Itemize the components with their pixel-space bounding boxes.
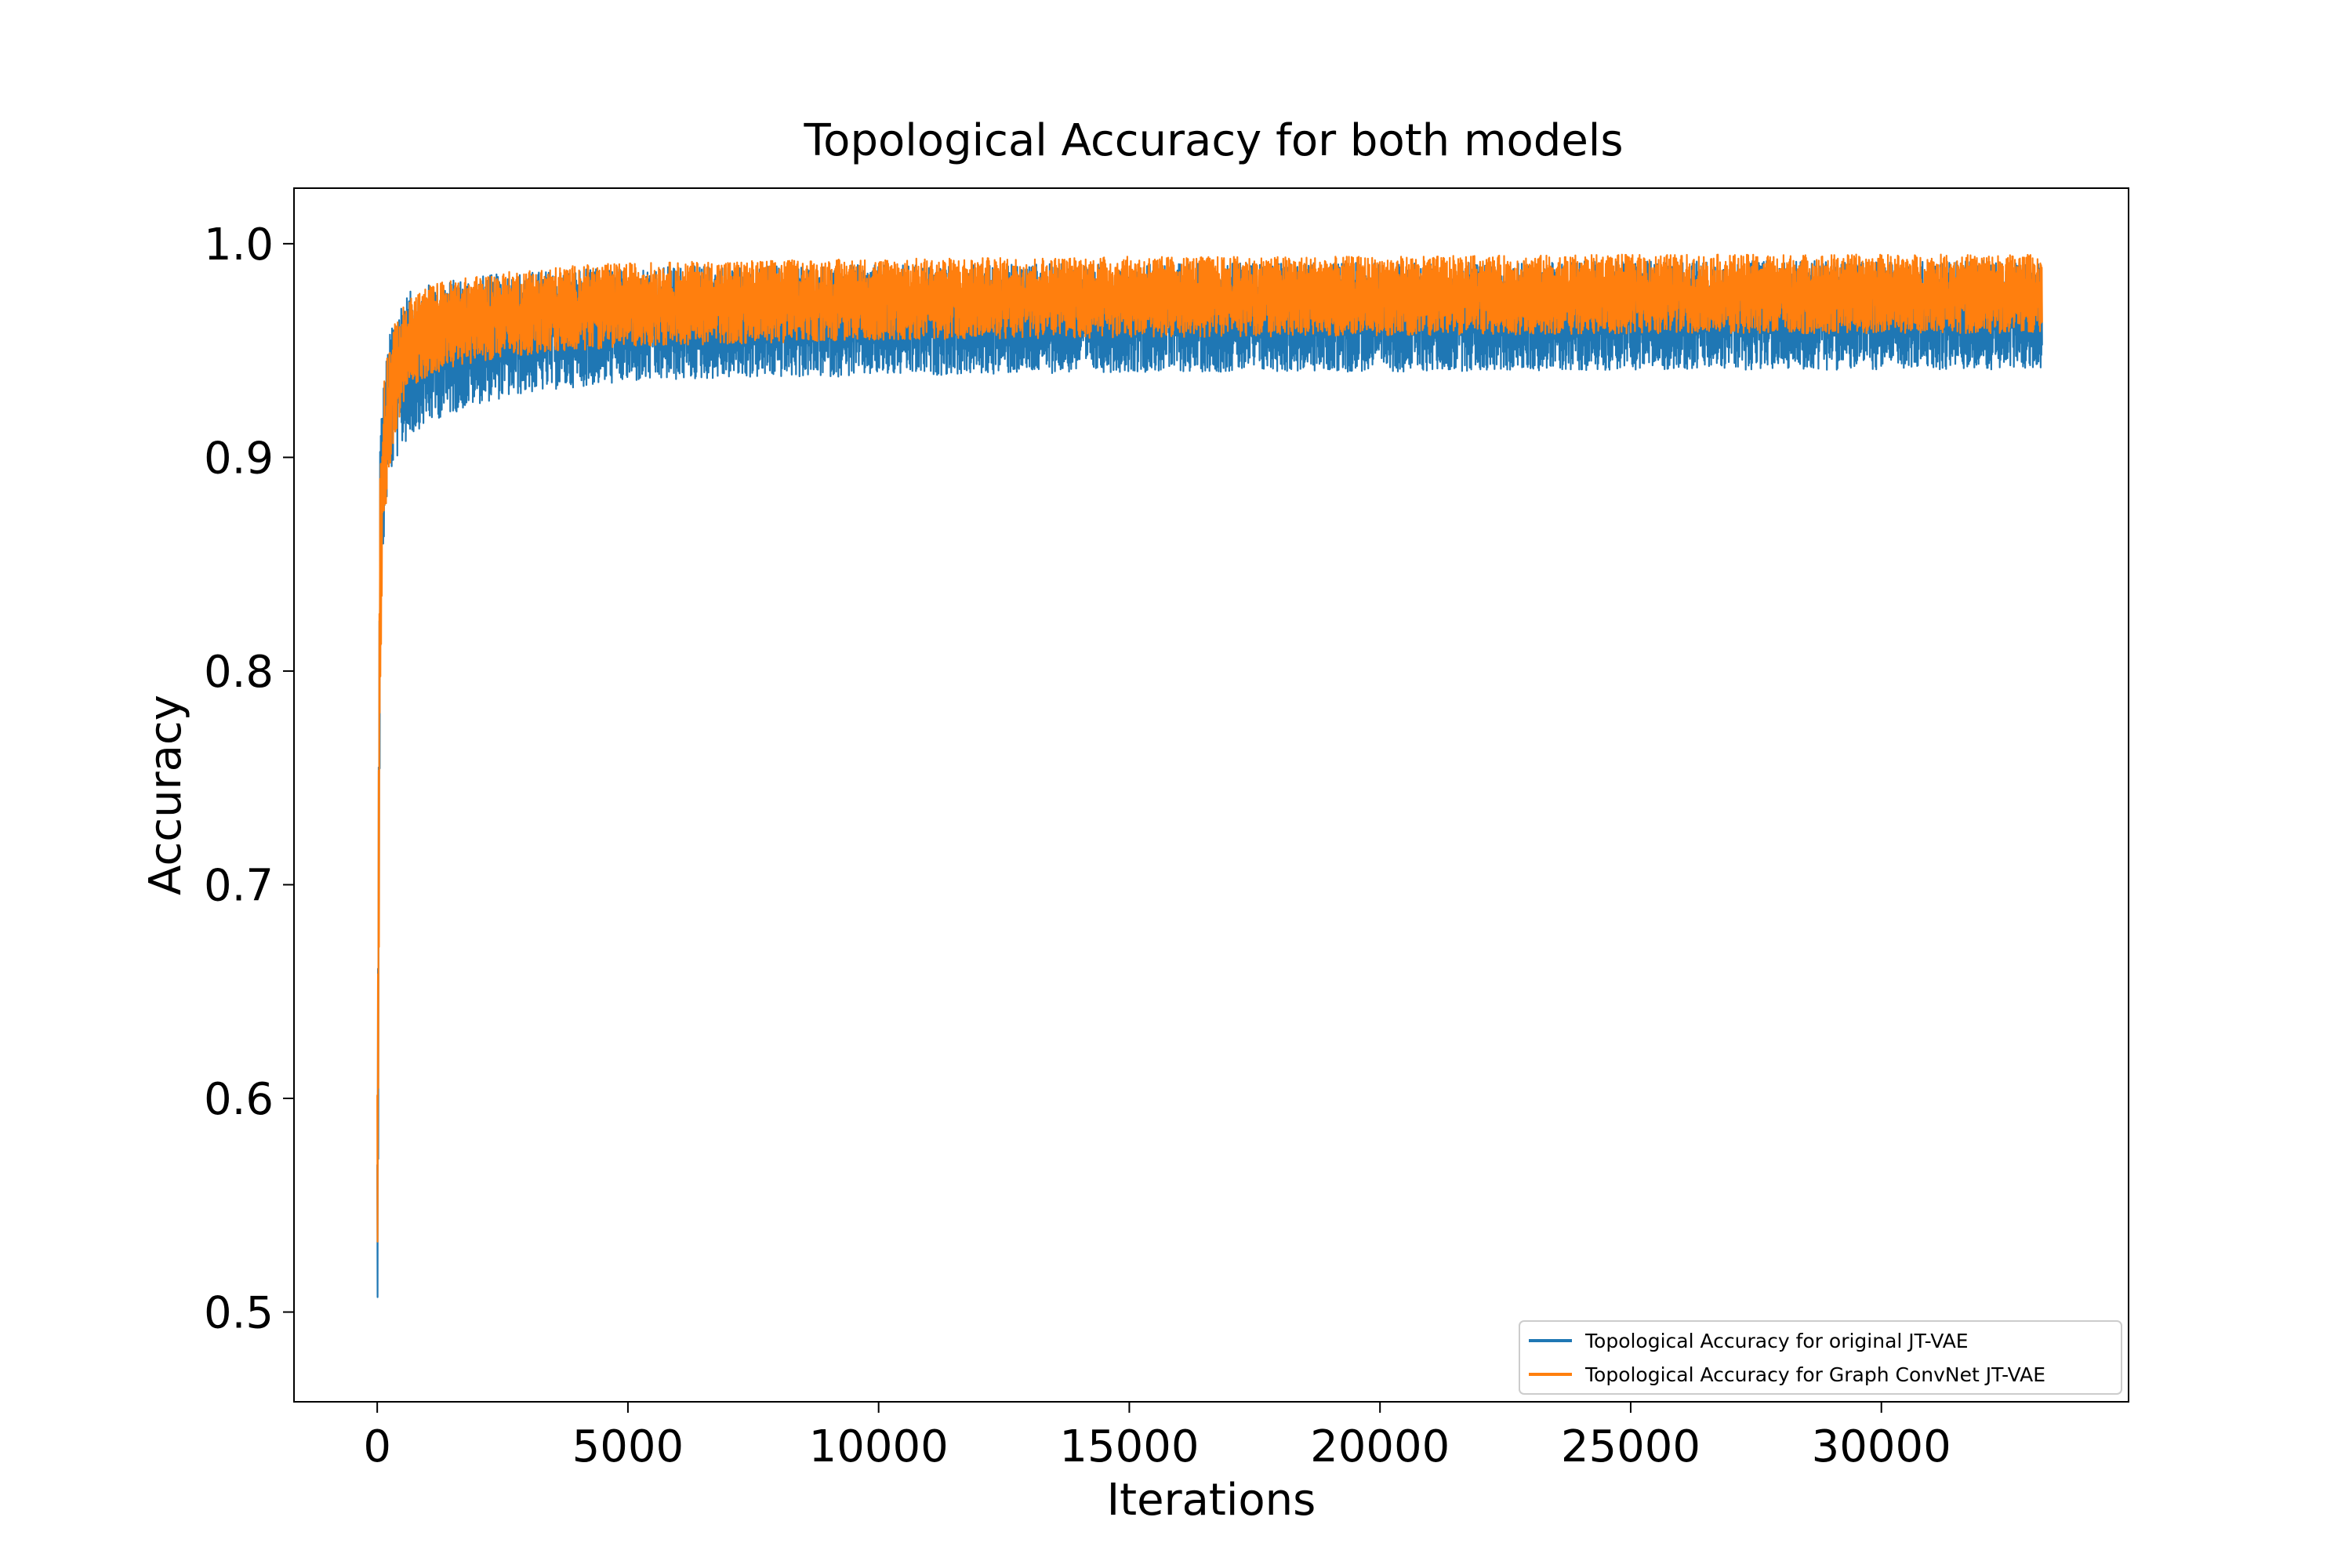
- x-tick-label: 0: [363, 1421, 391, 1472]
- y-tick-label: 0.8: [204, 647, 274, 698]
- x-axis: 0 5000 10000 15000 20000 25000 30000: [363, 1402, 1951, 1472]
- legend-frame: [1519, 1320, 2122, 1395]
- x-tick-label: 25000: [1561, 1421, 1700, 1472]
- x-tick-label: 20000: [1310, 1421, 1450, 1472]
- y-axis: 0.5 0.6 0.7 0.8 0.9 1.0: [204, 220, 294, 1339]
- y-tick-label: 1.0: [204, 220, 274, 270]
- plot-area: [293, 187, 2129, 1403]
- plot-background: [294, 188, 2129, 1402]
- plot-frame: [293, 187, 2129, 1403]
- legend: Topological Accuracy for original JT-VAE…: [1519, 1320, 2122, 1395]
- x-axis-label: Iterations: [1107, 1475, 1316, 1526]
- x-tick-label: 30000: [1812, 1421, 1951, 1472]
- legend-label-original-jt-vae: Topological Accuracy for original JT-VAE: [1584, 1330, 1969, 1352]
- series-layer: [376, 253, 2043, 1298]
- series-line-graph-convnet-jt-vae: [376, 253, 2043, 1243]
- x-tick-label: 15000: [1059, 1421, 1199, 1472]
- y-tick-label: 0.7: [204, 860, 274, 911]
- legend-label-graph-convnet-jt-vae: Topological Accuracy for Graph ConvNet J…: [1584, 1363, 2045, 1386]
- y-tick-label: 0.5: [204, 1288, 274, 1339]
- chart-title: Topological Accuracy for both models: [803, 115, 1623, 166]
- y-axis-label: Accuracy: [140, 695, 191, 895]
- y-tick-label: 0.6: [204, 1074, 274, 1125]
- x-tick-label: 10000: [809, 1421, 949, 1472]
- x-tick-label: 5000: [572, 1421, 684, 1472]
- y-tick-label: 0.9: [204, 433, 274, 484]
